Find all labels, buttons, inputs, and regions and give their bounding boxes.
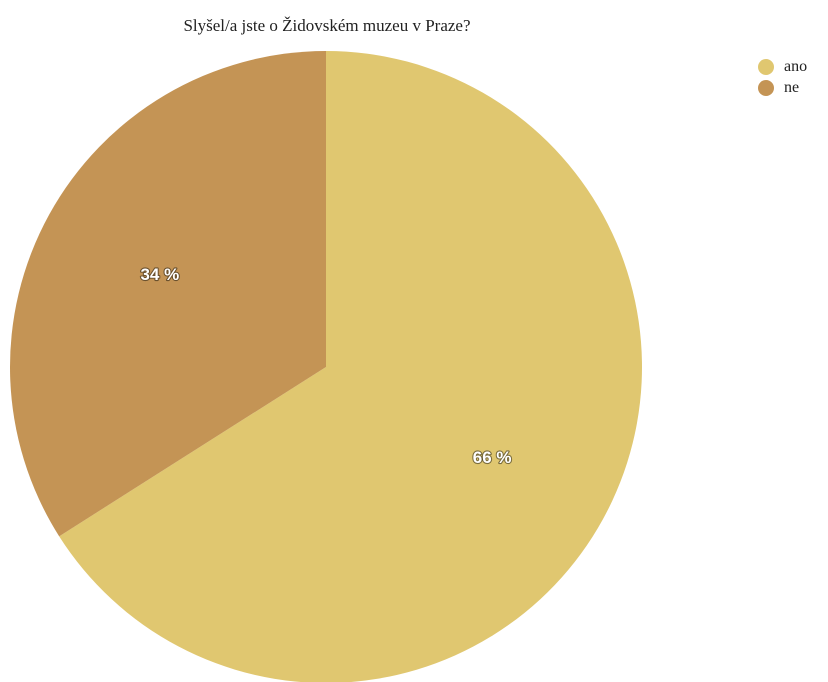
legend-label-ne: ne <box>784 78 800 96</box>
pie-slice-ne[interactable] <box>9 51 326 537</box>
pie-slices <box>9 51 642 682</box>
legend-swatch-ano <box>758 58 774 75</box>
chart-title: Slyšel/a jste o Židovském muzeu v Praze? <box>183 16 471 35</box>
legend-item-ano[interactable]: ano <box>758 56 807 77</box>
pie-labels: 66 % 34 % <box>139 264 512 468</box>
legend-item-ne[interactable]: ne <box>758 77 807 98</box>
legend-swatch-ne <box>758 79 774 96</box>
legend-label-ano: ano <box>784 57 808 75</box>
pie-slice-ano[interactable] <box>59 51 642 682</box>
pie-label-ne: 34 % <box>140 265 179 284</box>
pie-label-ano: 66 % <box>473 448 512 467</box>
legend: ano ne <box>758 56 807 98</box>
